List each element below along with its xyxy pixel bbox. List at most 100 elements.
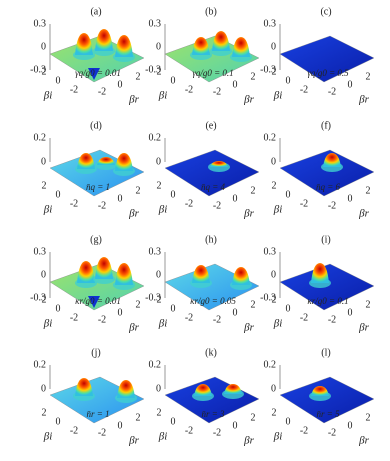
annotation: γq/g0 = 0.1 [192,68,233,78]
beta-i-label: βi [273,90,283,102]
z-tick-label: 0.3 [264,18,277,29]
beta-r-tick-label: 2 [251,185,256,196]
z-tick-label: 0 [156,269,161,280]
peak [210,161,228,167]
annotation: γq/g0 = 0.5 [307,68,349,78]
beta-r-tick-label: -2 [213,427,221,438]
beta-r-label: βr [243,322,254,334]
peak [95,257,113,279]
beta-r-tick-label: 0 [233,307,238,318]
peak [77,153,95,169]
beta-r-tick-label: -2 [98,427,106,438]
beta-r-tick-label: 2 [136,412,141,423]
z-tick-label: 0 [41,269,46,280]
beta-i-label: βi [158,204,168,216]
beta-i-tick-label: 2 [272,294,277,305]
beta-i-tick-label: 0 [56,75,61,86]
beta-r-tick-label: 0 [118,193,123,204]
beta-i-tick-label: 2 [157,294,162,305]
panel-label: (k) [205,347,217,358]
dip [88,296,100,308]
beta-r-tick-label: 0 [348,420,353,431]
beta-r-tick-label: 2 [136,185,141,196]
beta-i-tick-label: 2 [157,180,162,191]
beta-r-tick-label: -2 [213,200,221,211]
annotation: γq/g0 = 0.01 [75,68,121,78]
z-tick-label: 0.2 [149,359,162,370]
z-tick-label: 0.2 [34,132,47,143]
beta-r-tick-label: 0 [348,79,353,90]
panel-label: (d) [90,120,102,131]
beta-r-tick-label: 0 [118,307,123,318]
panel-label: (j) [91,347,100,358]
z-tick-label: 0.2 [34,359,47,370]
peak [97,157,115,165]
beta-i-label: βi [158,318,168,330]
beta-i-tick-label: 2 [157,407,162,418]
beta-i-tick-label: 2 [272,66,277,77]
beta-i-tick-label: -2 [70,425,78,436]
beta-r-tick-label: 2 [136,299,141,310]
beta-i-tick-label: 2 [42,294,47,305]
beta-r-tick-label: 2 [366,71,371,82]
beta-i-tick-label: 2 [157,66,162,77]
peak [232,37,250,57]
beta-r-tick-label: -2 [213,86,221,97]
surface-floor [164,149,260,197]
z-tick-label: 0 [156,156,161,167]
z-tick-label: -0.3 [145,292,161,303]
beta-r-tick-label: -2 [328,86,336,97]
annotation: n̄q = 1 [86,182,110,192]
beta-r-label: βr [128,435,139,447]
panel-label: (e) [205,120,216,131]
z-tick-label: 0.3 [149,18,162,29]
z-tick-label: -0.3 [260,292,276,303]
z-tick-label: 0 [271,383,276,394]
beta-r-tick-label: -2 [98,86,106,97]
beta-r-tick-label: -2 [98,200,106,211]
peak [75,378,93,396]
peak [232,267,250,285]
beta-i-tick-label: 0 [56,189,61,200]
panel-label: (a) [90,6,101,17]
beta-i-tick-label: 2 [42,180,47,191]
peak [194,384,212,396]
beta-i-tick-label: -2 [300,312,308,323]
beta-i-label: βi [43,431,53,443]
beta-r-tick-label: 0 [118,420,123,431]
beta-i-tick-label: 0 [286,303,291,314]
beta-i-tick-label: 2 [42,407,47,418]
beta-i-label: βi [158,90,168,102]
panel-label: (i) [321,234,330,245]
beta-r-tick-label: 0 [233,420,238,431]
beta-i-tick-label: 0 [286,416,291,427]
beta-r-tick-label: 2 [366,412,371,423]
peak [224,384,242,394]
annotation: n̄q = 6 [316,182,341,192]
beta-i-label: βi [273,431,283,443]
panel-label: (h) [205,234,217,245]
beta-r-label: βr [243,435,254,447]
annotation: κr/g0 = 0.1 [307,296,348,306]
z-tick-label: 0.3 [264,246,277,257]
peak [192,265,210,283]
z-tick-label: 0.3 [149,246,162,257]
beta-r-tick-label: -2 [328,200,336,211]
peak [323,153,341,167]
beta-r-tick-label: -2 [98,314,106,325]
z-tick-label: 0 [156,383,161,394]
z-tick-label: 0.3 [34,246,47,257]
beta-i-tick-label: -2 [185,312,193,323]
beta-i-tick-label: 0 [171,416,176,427]
beta-r-tick-label: 2 [136,71,141,82]
beta-i-tick-label: 0 [171,189,176,200]
beta-i-tick-label: -2 [70,84,78,95]
z-tick-label: 0.2 [264,359,277,370]
